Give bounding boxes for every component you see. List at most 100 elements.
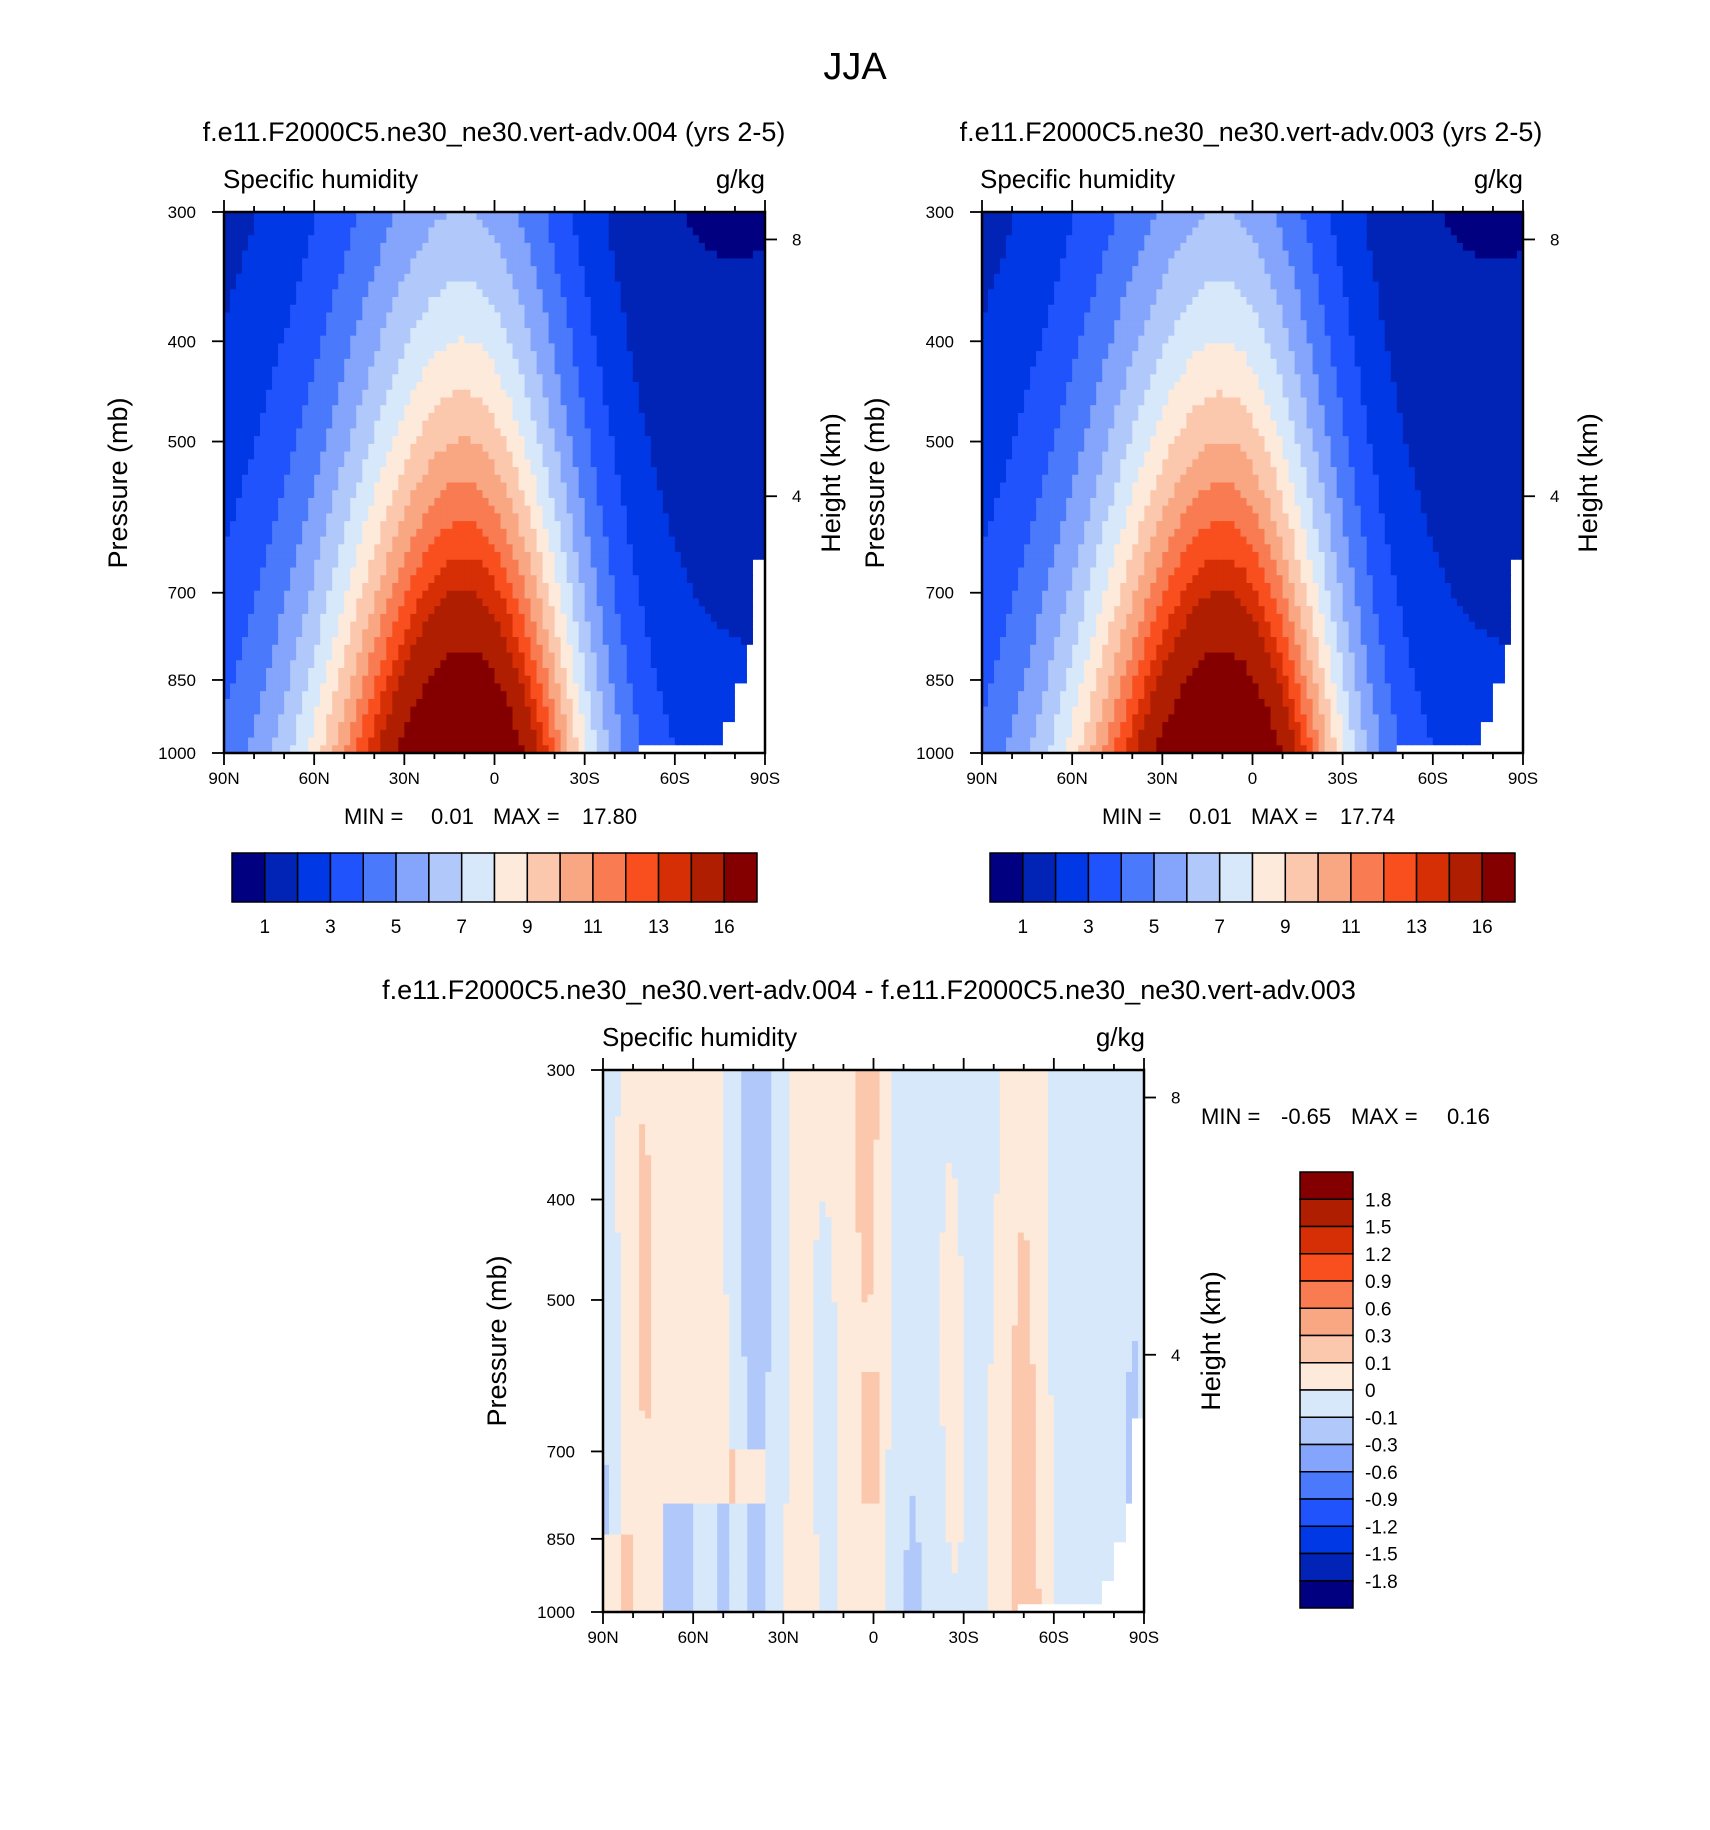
panel-1-cell — [728, 327, 736, 337]
panel-1-cell — [602, 235, 610, 244]
panel-1-cell — [602, 420, 610, 429]
panel-1-cell — [530, 598, 538, 607]
panel-1-cell — [608, 320, 616, 329]
panel-1-cell — [284, 212, 291, 221]
panel-1-cell — [428, 544, 435, 553]
panel-1-cell — [674, 582, 682, 592]
panel-1-cell — [584, 235, 592, 244]
panel-1-cell — [452, 405, 460, 414]
panel-1-cell — [350, 212, 357, 221]
panel-1-cell — [740, 521, 748, 530]
panel-1-cell — [530, 621, 538, 630]
panel-1-cell — [380, 629, 387, 638]
panel-1-cell — [332, 273, 339, 283]
panel-1-cell — [464, 536, 472, 545]
panel-1-cell — [578, 366, 586, 375]
panel-1-cell — [320, 397, 327, 406]
panel-1-cell — [404, 304, 411, 314]
panel-1-cell — [332, 621, 339, 630]
panel-1-cell — [518, 528, 526, 538]
panel-1-cell — [224, 467, 231, 476]
panel-1-cell — [674, 598, 682, 607]
panel-1-cell — [578, 312, 586, 321]
panel-1-cell — [746, 212, 754, 221]
panel-1-cell — [584, 343, 592, 352]
panel-1-cell — [434, 405, 441, 414]
panel-1-cell — [452, 389, 460, 399]
panel-1-cell — [680, 436, 688, 445]
panel-1-cell — [230, 312, 237, 321]
panel-1-cell — [464, 590, 472, 600]
panel-1-cell — [608, 366, 616, 375]
panel-1-cell — [344, 505, 351, 515]
panel-1-cell — [290, 405, 297, 414]
panel-1-cell — [392, 459, 399, 468]
panel-1-cell — [674, 358, 682, 368]
panel-1-cell — [416, 420, 423, 429]
panel-1-cell — [548, 436, 556, 445]
panel-1-cell — [512, 366, 520, 375]
panel-1-cell — [440, 281, 448, 290]
panel-1-cell — [230, 227, 237, 236]
panel-1-cell — [740, 490, 748, 499]
panel-1-cell — [494, 374, 502, 383]
panel-1-cell — [632, 467, 640, 476]
panel-1-cell — [698, 382, 706, 391]
panel-1-cell — [368, 590, 375, 600]
panel-1-cell — [584, 389, 592, 399]
panel-1-cell — [656, 412, 664, 422]
panel-1-cell — [728, 320, 736, 329]
panel-1-cell — [470, 428, 478, 437]
panel-1-cell — [500, 289, 508, 298]
panel-1-cell — [638, 513, 646, 522]
panel-1-cell — [344, 397, 351, 406]
panel-1-cell — [248, 436, 255, 445]
panel-1-cell — [698, 351, 706, 360]
panel-1-cell — [722, 335, 730, 344]
panel-1-cell — [572, 242, 580, 252]
panel-1-cell — [752, 575, 760, 584]
panel-1-cell — [542, 320, 550, 329]
panel-1-cell — [278, 451, 285, 460]
panel-1-cell — [446, 598, 454, 607]
panel-1-cell — [500, 420, 508, 429]
panel-1-cell — [254, 513, 261, 522]
panel-1-cell — [554, 389, 562, 399]
panel-1-cell — [596, 266, 604, 275]
panel-1-cell — [404, 544, 411, 553]
panel-1-cell — [290, 567, 297, 576]
panel-1-cell — [524, 613, 532, 623]
panel-1-cell — [638, 242, 646, 252]
panel-1-cell — [374, 351, 381, 360]
panel-1-cell — [512, 219, 520, 229]
panel-1-cell — [536, 412, 544, 422]
panel-1-cell — [476, 420, 484, 429]
panel-1-cell — [572, 443, 580, 453]
panel-1-cell — [446, 552, 454, 561]
panel-1-cell — [254, 559, 261, 569]
panel-1-cell — [572, 227, 580, 236]
panel-1-cell — [524, 297, 532, 306]
panel-1-cell — [230, 590, 237, 600]
panel-1-cell — [260, 304, 267, 314]
panel-1-cell — [584, 443, 592, 453]
panel-1-cell — [380, 606, 387, 615]
panel-1-cell — [692, 575, 700, 584]
panel-1-cell — [746, 575, 754, 584]
panel-1-cell — [278, 266, 285, 275]
panel-1-cell — [248, 598, 255, 607]
panel-1-cell — [284, 235, 291, 244]
panel-1-cell — [704, 451, 712, 460]
panel-1-cell — [680, 428, 688, 437]
panel-1-cell — [722, 590, 730, 600]
panel-1-cell — [740, 351, 748, 360]
panel-1-cell — [746, 351, 754, 360]
panel-1-cell — [752, 467, 760, 476]
panel-1-cell — [356, 528, 363, 538]
panel-1-cell — [356, 327, 363, 337]
panel-1-cell — [644, 428, 652, 437]
panel-1-cell — [398, 397, 405, 406]
panel-1-cell — [524, 358, 532, 368]
panel-1-cell — [710, 219, 718, 229]
panel-1-cell — [608, 606, 616, 615]
